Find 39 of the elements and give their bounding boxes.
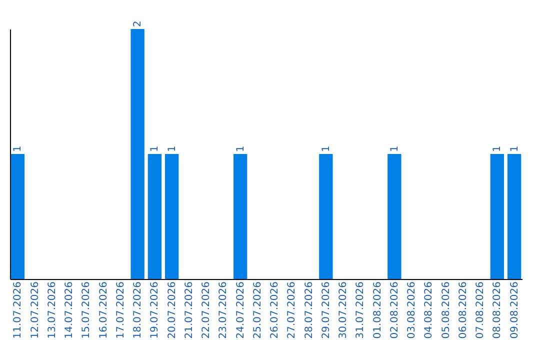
x-tick-label: 15.07.2026 [81,282,92,339]
data-label: 1 [12,146,24,152]
x-tick-label: 11.07.2026 [12,282,24,339]
data-label: 1 [150,146,161,152]
x-tick-label: 14.07.2026 [64,282,76,339]
data-label: 1 [509,146,520,152]
x-tick-label: 03.08.2026 [406,282,418,339]
x-tick-label: 02.08.2026 [389,282,400,339]
x-tick-label: 26.07.2026 [270,282,281,339]
x-tick-label: 30.07.2026 [338,282,350,339]
x-tick-label: 27.07.2026 [286,282,298,339]
data-label: 1 [235,146,246,152]
x-tick-label: 23.07.2026 [218,282,230,339]
data-label: 1 [320,146,332,152]
data-label: 1 [389,146,400,152]
x-tick-label: 07.08.2026 [475,282,486,339]
x-tick-label: 28.07.2026 [304,282,315,339]
data-label: 1 [492,146,504,152]
x-tick-label: 13.07.2026 [46,282,58,339]
x-tick-label: 05.08.2026 [440,282,452,339]
x-tick-label: 22.07.2026 [201,282,212,339]
x-tick-label: 08.08.2026 [492,282,504,339]
x-tick-label: 16.07.2026 [98,282,110,339]
x-tick-label: 04.08.2026 [424,282,435,339]
x-tick-label: 29.07.2026 [320,282,332,339]
x-tick-label: 31.07.2026 [355,282,366,339]
x-tick-label: 01.08.2026 [372,282,384,339]
data-label: 1 [166,146,178,152]
x-tick-label: 20.07.2026 [166,282,178,339]
x-tick-label: 06.08.2026 [458,282,469,339]
data-label: 2 [132,20,144,27]
x-tick-label: 18.07.2026 [132,282,144,339]
x-tick-label: 19.07.2026 [150,282,161,339]
x-tick-label: 17.07.2026 [115,282,126,339]
x-tick-label: 25.07.2026 [252,282,264,339]
x-tick-label: 12.07.2026 [30,282,41,339]
x-tick-label: 21.07.2026 [184,282,195,339]
x-tick-label: 09.08.2026 [509,282,520,339]
x-tick-label: 24.07.2026 [235,282,246,339]
